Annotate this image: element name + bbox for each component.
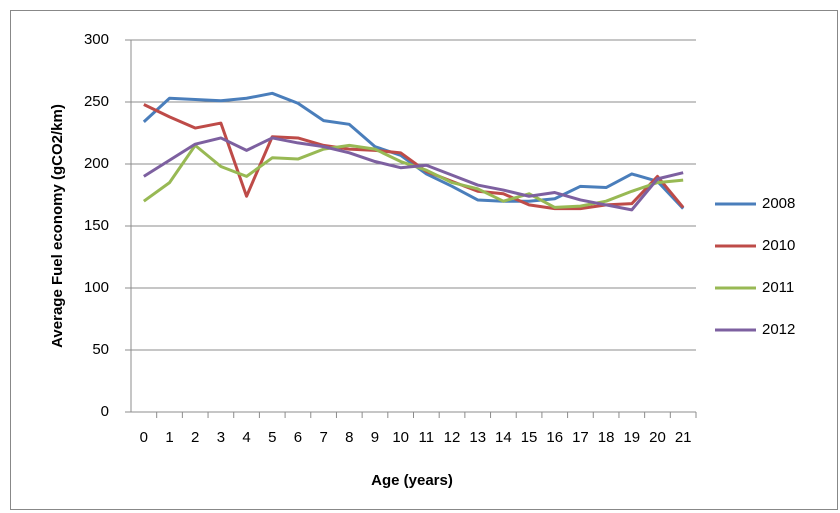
x-tick-label: 0 bbox=[140, 429, 148, 446]
x-tick-label: 20 bbox=[649, 429, 666, 446]
x-tick-label: 21 bbox=[675, 429, 692, 446]
x-tick-label: 3 bbox=[217, 429, 225, 446]
y-tick-label: 100 bbox=[84, 279, 109, 296]
x-tick-label: 13 bbox=[469, 429, 486, 446]
y-tick-label: 0 bbox=[101, 403, 109, 420]
x-tick-label: 5 bbox=[268, 429, 276, 446]
x-tick-label: 17 bbox=[572, 429, 589, 446]
x-tick-label: 15 bbox=[521, 429, 538, 446]
x-tick-label: 16 bbox=[546, 429, 563, 446]
legend-label: 2011 bbox=[762, 279, 794, 296]
x-tick-label: 6 bbox=[294, 429, 302, 446]
legend-label: 2008 bbox=[762, 195, 795, 212]
x-tick-label: 14 bbox=[495, 429, 512, 446]
x-tick-label: 4 bbox=[242, 429, 250, 446]
x-tick-label: 9 bbox=[371, 429, 379, 446]
x-axis-label: Age (years) bbox=[371, 472, 453, 489]
x-tick-label: 7 bbox=[319, 429, 327, 446]
legend-label: 2012 bbox=[762, 321, 795, 338]
y-tick-label: 300 bbox=[84, 31, 109, 48]
x-tick-label: 11 bbox=[419, 429, 435, 446]
x-tick-label: 8 bbox=[345, 429, 353, 446]
series-line bbox=[143, 136, 684, 212]
x-tick-label: 2 bbox=[191, 429, 199, 446]
y-tick-label: 50 bbox=[92, 341, 109, 358]
y-tick-label: 200 bbox=[84, 155, 109, 172]
x-tick-label: 1 bbox=[165, 429, 173, 446]
x-tick-label: 18 bbox=[598, 429, 615, 446]
x-tick-label: 10 bbox=[392, 429, 409, 446]
x-tick-label: 19 bbox=[623, 429, 640, 446]
series-line bbox=[143, 103, 685, 211]
y-tick-label: 150 bbox=[84, 217, 109, 234]
chart-border bbox=[10, 10, 838, 510]
y-axis-label: Average Fuel economy (gCO2/km) bbox=[49, 104, 66, 348]
y-tick-label: 250 bbox=[84, 93, 109, 110]
x-tick-label: 12 bbox=[444, 429, 461, 446]
legend-label: 2010 bbox=[762, 237, 795, 254]
